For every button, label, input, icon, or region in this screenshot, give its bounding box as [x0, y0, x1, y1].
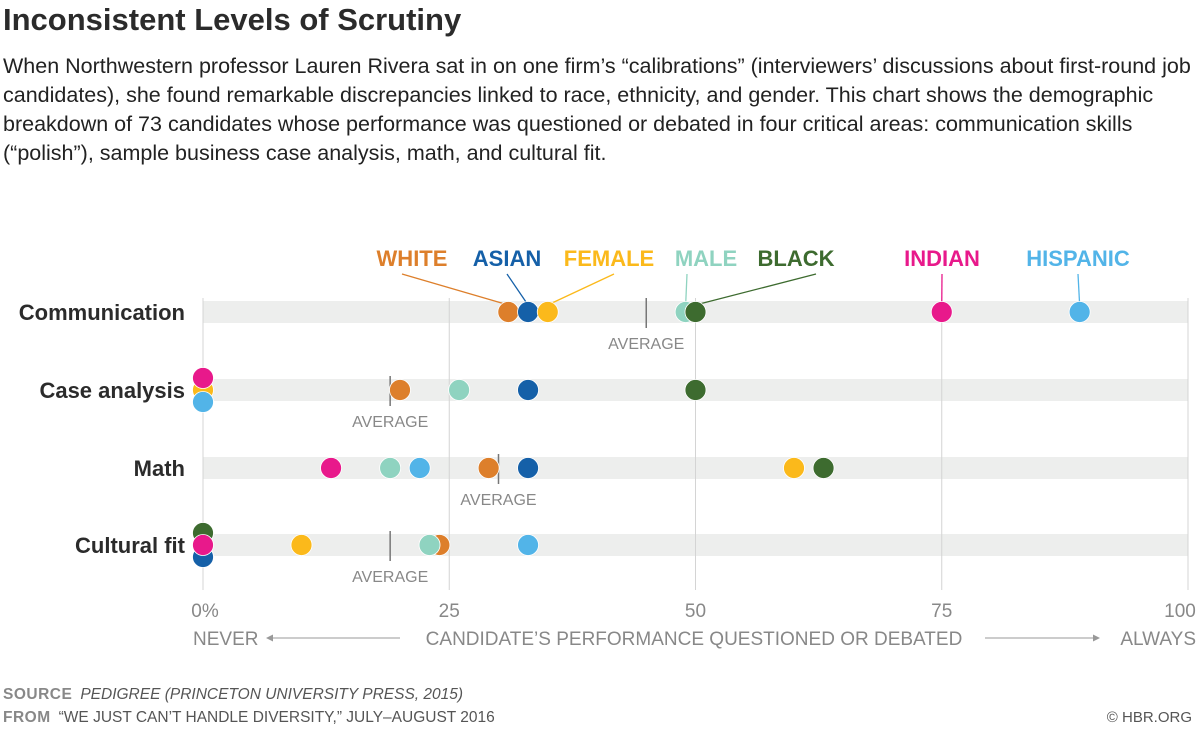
arrow-right-icon — [1093, 634, 1100, 642]
legend-male: MALE — [675, 246, 737, 271]
source-line: SOURCE PEDIGREE (PRINCETON UNIVERSITY PRE… — [3, 686, 463, 704]
dot-white-math — [477, 457, 500, 479]
axis-label: CANDIDATE’S PERFORMANCE QUESTIONED OR DE… — [426, 629, 963, 650]
legend-black: BLACK — [758, 246, 835, 271]
tick-label: 50 — [685, 601, 706, 622]
dot-white-case-analysis — [389, 379, 411, 401]
dot-male-math — [379, 457, 402, 479]
dot-black-math — [812, 457, 835, 479]
chart-title: Inconsistent Levels of Scrutiny — [3, 2, 462, 37]
average-label: AVERAGE — [608, 336, 684, 353]
dot-black-communication — [684, 301, 707, 323]
legend-hispanic: HISPANIC — [1026, 246, 1130, 271]
legend-female: FEMALE — [564, 246, 654, 271]
dot-hispanic-cultural-fit — [517, 534, 539, 556]
dot-male-cultural-fit — [418, 534, 441, 556]
source-text: PEDIGREE (PRINCETON UNIVERSITY PRESS, 20… — [80, 686, 464, 703]
copyright: © HBR.ORG — [1106, 709, 1192, 726]
dot-indian-case-analysis — [192, 367, 214, 389]
category-label: Math — [134, 456, 185, 481]
from-label: FROM — [3, 709, 51, 726]
legend-leader — [547, 273, 615, 306]
legend-leader — [401, 273, 509, 306]
dot-asian-math — [517, 457, 539, 479]
source-label: SOURCE — [3, 686, 73, 703]
dot-hispanic-communication — [1068, 301, 1091, 323]
dot-black-case-analysis — [684, 379, 707, 401]
dot-asian-communication — [517, 301, 539, 323]
legend-indian: INDIAN — [904, 246, 980, 271]
dot-asian-case-analysis — [517, 379, 539, 401]
dot-hispanic-math — [408, 457, 431, 479]
legend-asian: ASIAN — [473, 246, 541, 271]
tick-label: 25 — [439, 601, 460, 622]
arrow-left-icon — [266, 634, 273, 642]
category-label: Cultural fit — [75, 533, 186, 558]
legend-white: WHITE — [377, 246, 448, 271]
legend-leader — [1077, 273, 1081, 306]
dot-indian-communication — [930, 301, 953, 323]
average-label: AVERAGE — [352, 569, 428, 586]
tick-label: 75 — [931, 601, 952, 622]
legend-leader — [685, 273, 688, 306]
category-label: Communication — [19, 300, 185, 325]
legend-leader — [695, 273, 817, 306]
tick-label: 100 — [1164, 601, 1196, 622]
category-label: Case analysis — [39, 378, 185, 403]
dot-indian-math — [320, 457, 342, 479]
dot-female-cultural-fit — [290, 534, 313, 556]
from-line: FROM “WE JUST CAN’T HANDLE DIVERSITY,” JU… — [3, 709, 495, 727]
chart-description: When Northwestern professor Lauren River… — [3, 54, 1191, 165]
dot-white-communication — [497, 301, 520, 323]
average-label: AVERAGE — [352, 414, 428, 431]
dot-male-case-analysis — [448, 379, 471, 401]
dot-hispanic-case-analysis — [192, 391, 214, 413]
dot-female-communication — [536, 301, 559, 323]
average-label: AVERAGE — [460, 492, 536, 509]
axis-always: ALWAYS — [1120, 629, 1196, 650]
axis-never: NEVER — [193, 629, 258, 650]
from-text: “WE JUST CAN’T HANDLE DIVERSITY,” JULY–A… — [58, 709, 495, 726]
dot-female-math — [783, 457, 805, 479]
dot-indian-cultural-fit — [192, 534, 214, 556]
legend-leader — [506, 273, 529, 306]
tick-label: 0% — [191, 601, 219, 622]
